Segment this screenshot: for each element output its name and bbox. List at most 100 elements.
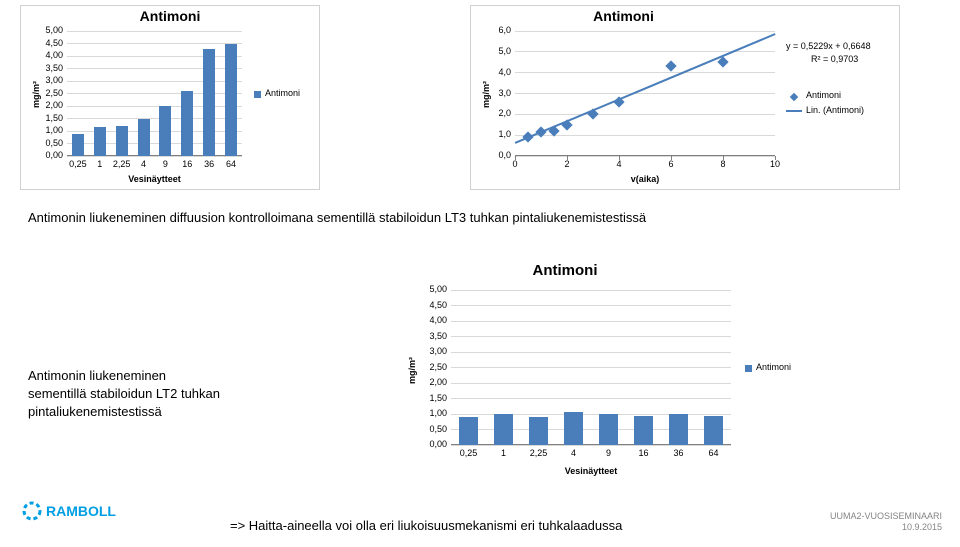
x-tick-label: 1 <box>486 448 521 458</box>
scatter-point <box>587 109 598 120</box>
chart2-equation: y = 0,5229x + 0,6648 <box>786 41 871 51</box>
y-tick-label: 4,00 <box>33 50 63 60</box>
gridline <box>67 68 242 69</box>
bar <box>564 412 583 445</box>
gridline <box>67 43 242 44</box>
chart2-ylabel: mg/m² <box>481 81 491 108</box>
gridline <box>515 72 775 73</box>
scatter-point <box>665 61 676 72</box>
chart3-plot: 0,000,501,001,502,002,503,003,504,004,50… <box>451 290 731 445</box>
footer-l1: UUMA2-VUOSISEMINAARI <box>830 511 942 522</box>
x-tick-label: 4 <box>609 159 629 169</box>
chart2-legend1-label: Antimoni <box>806 90 841 100</box>
chart1-xlabel: Vesinäytteet <box>67 174 242 184</box>
text-lt2-desc-l1: Antimonin liukeneminen <box>28 368 166 383</box>
y-tick-label: 2,0 <box>483 108 511 118</box>
y-tick-label: 5,00 <box>417 284 447 294</box>
bar <box>669 414 688 445</box>
gridline <box>451 321 731 322</box>
chart2-legend2-label: Lin. (Antimoni) <box>806 105 864 115</box>
y-tick-label: 1,00 <box>417 408 447 418</box>
y-tick-label: 4,50 <box>33 38 63 48</box>
y-tick-label: 3,00 <box>417 346 447 356</box>
y-tick-label: 1,50 <box>33 113 63 123</box>
chart2-legend2-marker <box>786 110 802 112</box>
bar <box>116 126 128 156</box>
x-tick-label: 1 <box>89 159 111 169</box>
x-tick <box>723 156 724 160</box>
x-tick-label: 0,25 <box>67 159 89 169</box>
chart3-legend-label: Antimoni <box>756 362 791 372</box>
x-tick <box>671 156 672 160</box>
bar <box>138 119 150 157</box>
logo-text: RAMBOLL <box>46 503 116 519</box>
gridline <box>515 51 775 52</box>
bar <box>181 91 193 156</box>
chart2-title: Antimoni <box>471 8 776 24</box>
bar <box>159 106 171 156</box>
gridline <box>451 352 731 353</box>
x-tick-label: 9 <box>155 159 177 169</box>
gridline <box>67 106 242 107</box>
gridline <box>451 290 731 291</box>
y-tick-label: 5,00 <box>33 25 63 35</box>
chart2-plot: 0,01,02,03,04,05,06,00246810 <box>515 31 775 156</box>
chart2-r2: R² = 0,9703 <box>811 54 858 64</box>
x-tick-label: 64 <box>220 159 242 169</box>
y-tick-label: 0,00 <box>33 150 63 160</box>
y-tick-label: 3,50 <box>417 331 447 341</box>
gridline <box>67 56 242 57</box>
chart3-xlabel: Vesinäytteet <box>451 466 731 476</box>
x-tick-label: 36 <box>198 159 220 169</box>
x-tick-label: 0,25 <box>451 448 486 458</box>
y-tick-label: 5,0 <box>483 46 511 56</box>
text-conclusion: => Haitta-aineella voi olla eri liukoisu… <box>230 518 622 533</box>
x-tick <box>619 156 620 160</box>
chart-bar-lt3: Antimoni 0,000,501,001,502,002,503,003,5… <box>20 5 320 190</box>
y-tick-label: 4,50 <box>417 300 447 310</box>
chart2-legend1-marker <box>790 93 798 101</box>
bar <box>494 414 513 445</box>
text-lt2-desc-l2: sementillä stabiloidun LT2 tuhkan <box>28 386 220 401</box>
chart1-ylabel: mg/m² <box>31 81 41 108</box>
y-tick-label: 2,50 <box>417 362 447 372</box>
y-tick-label: 1,00 <box>33 125 63 135</box>
gridline <box>67 93 242 94</box>
gridline <box>67 81 242 82</box>
gridline <box>451 383 731 384</box>
footer: UUMA2-VUOSISEMINAARI 10.9.2015 <box>830 511 942 533</box>
x-tick-label: 9 <box>591 448 626 458</box>
y-tick-label: 1,50 <box>417 393 447 403</box>
scatter-point <box>522 132 533 143</box>
chart1-plot: 0,000,501,001,502,002,503,003,504,004,50… <box>67 31 242 156</box>
bar <box>203 49 215 157</box>
x-tick-label: 4 <box>133 159 155 169</box>
chart3-title: Antimoni <box>395 262 735 279</box>
y-tick-label: 4,00 <box>417 315 447 325</box>
chart1-legend-marker <box>254 91 261 98</box>
bar <box>72 134 84 157</box>
bar <box>529 417 548 445</box>
x-axis <box>515 155 775 156</box>
footer-l2: 10.9.2015 <box>830 522 942 533</box>
x-tick-label: 36 <box>661 448 696 458</box>
x-tick-label: 16 <box>626 448 661 458</box>
y-tick-label: 3,50 <box>33 63 63 73</box>
chart2-xlabel: v(aika) <box>515 174 775 184</box>
x-tick <box>567 156 568 160</box>
gridline <box>67 31 242 32</box>
gridline <box>515 31 775 32</box>
chart-scatter: Antimoni 0,01,02,03,04,05,06,00246810 mg… <box>470 5 900 190</box>
gridline <box>515 93 775 94</box>
chart3-legend-marker <box>745 365 752 372</box>
x-tick-label: 16 <box>176 159 198 169</box>
chart-bar-lt2: Antimoni 0,000,501,001,502,002,503,003,5… <box>395 260 825 485</box>
bar <box>94 127 106 156</box>
x-tick-label: 2,25 <box>111 159 133 169</box>
text-lt3-description: Antimonin liukeneminen diffuusion kontro… <box>28 210 928 225</box>
chart1-title: Antimoni <box>21 8 319 24</box>
gridline <box>67 118 242 119</box>
chart3-ylabel: mg/m² <box>407 357 417 384</box>
y-tick-label: 1,0 <box>483 129 511 139</box>
y-tick-label: 0,50 <box>33 138 63 148</box>
